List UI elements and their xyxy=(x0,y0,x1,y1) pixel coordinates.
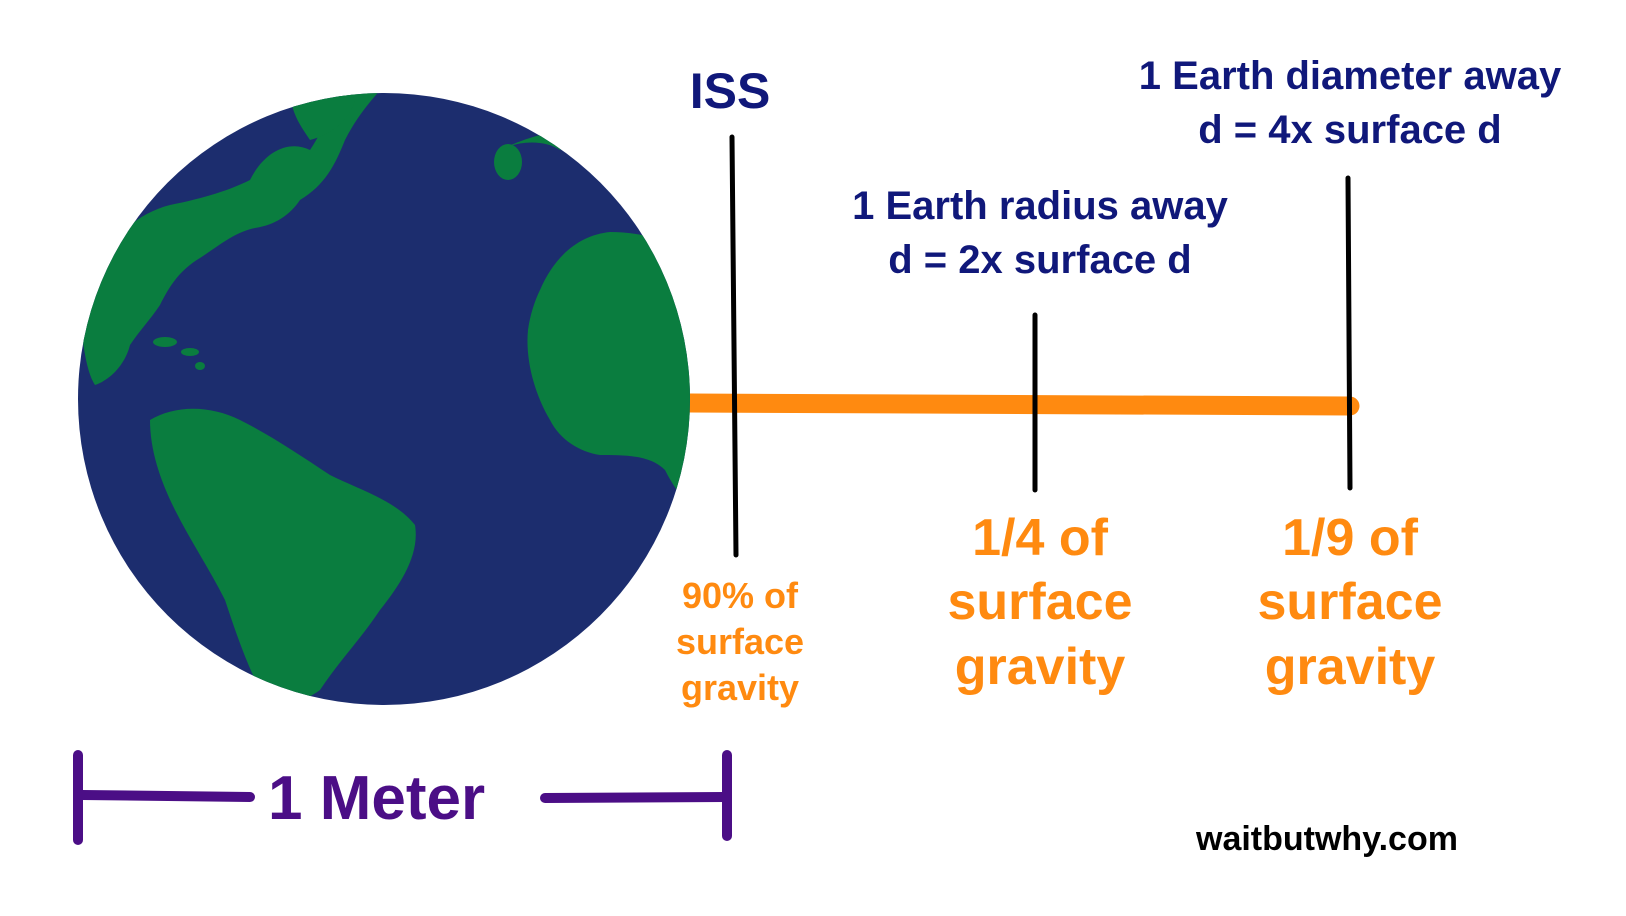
greenland-land xyxy=(289,93,355,140)
scale-bar-right-segment xyxy=(540,792,730,803)
caribbean-island xyxy=(181,348,199,356)
radius-gravity-line-3: gravity xyxy=(954,638,1126,696)
distance-line xyxy=(680,393,1360,416)
diameter-gravity-line-1: 1/9 of xyxy=(1282,509,1418,567)
site-credit: waitbutwhy.com xyxy=(1196,820,1458,858)
caribbean-island xyxy=(195,362,205,370)
radius-caption-line-1: 1 Earth radius away xyxy=(852,184,1228,228)
iss-gravity-line-1: 90% of xyxy=(681,575,799,616)
radius-gravity-line-1: 1/4 of xyxy=(972,509,1108,567)
africa-land xyxy=(527,232,690,520)
diameter-caption-line-1: 1 Earth diameter away xyxy=(1138,54,1562,98)
radius-caption-line-2: d = 2x surface d xyxy=(888,238,1192,282)
iss-gravity-line-2: surface xyxy=(675,621,805,662)
british-isles-land xyxy=(494,144,522,180)
scale-bar-left-segment xyxy=(77,790,255,802)
diameter-gravity-line-2: surface xyxy=(1257,573,1443,631)
south-america-land xyxy=(150,408,416,702)
diameter-marker-line xyxy=(1345,175,1353,491)
iss-gravity-line-3: gravity xyxy=(680,667,800,708)
diameter-gravity-line-3: gravity xyxy=(1264,638,1436,696)
iss-marker-line xyxy=(729,134,739,558)
iss-title: ISS xyxy=(689,63,771,119)
diameter-caption-line-2: d = 4x surface d xyxy=(1198,108,1502,152)
caribbean-island xyxy=(153,337,177,347)
scale-bar xyxy=(73,750,732,845)
scale-bar-label: 1 Meter xyxy=(268,764,486,833)
north-america-land xyxy=(80,93,390,385)
radius-gravity-line-2: surface xyxy=(947,573,1133,631)
earth-globe-icon xyxy=(78,93,690,705)
